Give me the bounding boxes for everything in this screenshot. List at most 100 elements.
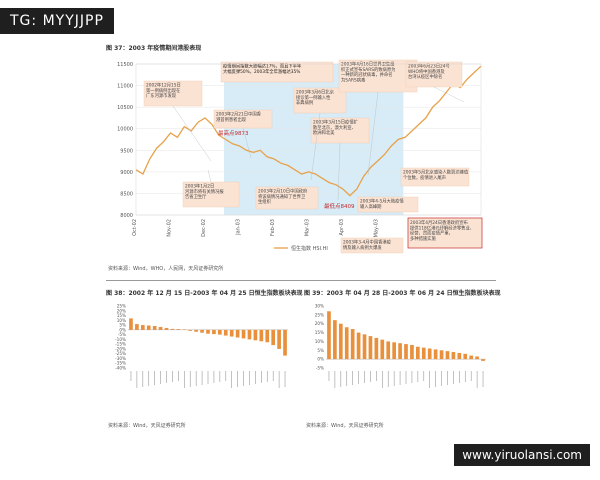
annotation-text: 2003年3月6日北京接诊第一例输入性非典病例: [296, 89, 335, 107]
y-tick-label: 5%: [317, 348, 324, 353]
y-tick-label: 5%: [119, 323, 126, 328]
y-tick-label: -40%: [115, 366, 126, 371]
annotation-text: 2003年5月北京感染人数到达峰值个位数，疫情进入尾声: [403, 169, 469, 181]
leader-line: [172, 105, 212, 162]
fig39-title: 图 39：2003 年 04 月 28 日-2003 年 06 月 24 日恒生…: [304, 290, 501, 297]
bar: [439, 350, 444, 360]
annotation-box: [357, 196, 419, 213]
fig39-source: 资料来源：Wind，天风证券研究所: [306, 423, 384, 429]
bar: [398, 343, 402, 360]
y-tick-label: 10%: [315, 339, 324, 344]
bar: [212, 329, 216, 335]
bar: [283, 329, 287, 356]
leader-line: [207, 169, 212, 183]
annotation-text: 2003年4-5月大陆疫情输入高峰期: [360, 198, 404, 210]
bar: [374, 337, 379, 360]
bar: [188, 329, 193, 331]
x-tick-label: Oct-02: [132, 219, 138, 236]
leader-line: [433, 86, 465, 103]
bar: [146, 325, 151, 330]
y-tick-label: 25%: [117, 304, 126, 309]
bar: [218, 329, 222, 335]
bar: [338, 323, 343, 360]
fig38-source: 资料来源：Wind，天风证券研究所: [108, 423, 186, 429]
annotation-text: 2003年6月23日24号 WHO将中国香港及台湾从疫区中除名: [408, 63, 450, 81]
bar: [164, 327, 169, 330]
annotation-box: [143, 80, 203, 107]
annotation-box: [340, 237, 404, 254]
annotation-text: 疫情期间指数大跌幅达17%，而且下半年大幅反弹50%，2003年全年涨幅达35%: [223, 63, 302, 75]
bar: [277, 329, 281, 349]
bar: [481, 359, 485, 361]
bar: [259, 329, 264, 342]
bar: [427, 348, 432, 360]
y-tick-label: 15%: [117, 313, 126, 318]
bar: [410, 344, 414, 360]
y-tick-label: -20%: [115, 346, 126, 351]
annotation-box-highlight: [407, 217, 483, 249]
bar: [235, 329, 240, 338]
bar: [380, 339, 385, 360]
bar: [327, 311, 331, 360]
x-tick-label: May-03: [374, 219, 380, 237]
bar: [362, 334, 367, 360]
bar: [223, 329, 228, 336]
bar: [333, 320, 337, 360]
bar: [445, 351, 450, 360]
bar: [206, 329, 210, 334]
y-tick-label: 30%: [315, 304, 324, 309]
y-tick-label: 0%: [119, 327, 126, 332]
bar: [241, 329, 246, 339]
leader-line: [337, 142, 341, 201]
bar: [265, 329, 270, 343]
y-tick-label: 10500: [117, 105, 133, 111]
bar: [416, 346, 420, 360]
y-tick-label: -5%: [118, 332, 126, 337]
plot-frame: [135, 63, 482, 216]
bar: [158, 326, 163, 330]
y-tick-label: 25%: [315, 312, 324, 317]
fig38-bar-chart: 25%20%15%10%5%0%-5%-10%-15%-20%-25%-30%-…: [115, 304, 288, 388]
watermark-bottom: www.yiruolansi.com: [454, 444, 590, 466]
bar: [247, 329, 252, 340]
y-tick-label: 0%: [317, 357, 324, 362]
divider: [106, 280, 496, 281]
annotation-text: 2003年4月24日香港政府宣布提供118亿港元纾解经济零售业、经营，然而疫情严…: [410, 219, 474, 242]
y-tick-label: -5%: [316, 366, 324, 371]
bar: [457, 352, 462, 360]
y-tick-label: -30%: [115, 356, 126, 361]
annotation-text: 2003年2月10日中国政府将该病情况通知了世界卫生组织: [258, 188, 308, 206]
bar: [386, 341, 391, 360]
bar: [463, 353, 468, 360]
y-tick-label: -15%: [115, 342, 126, 347]
x-tick-label: Dec-02: [201, 219, 207, 237]
y-tick-label: 11000: [117, 84, 133, 90]
bar: [229, 329, 234, 337]
x-tick-label: Apr-03: [339, 219, 345, 236]
bar: [194, 329, 198, 332]
bar: [200, 329, 204, 333]
bar: [451, 352, 456, 360]
leader-line: [310, 112, 321, 181]
y-tick-label: 20%: [315, 321, 324, 326]
annotation-box: [405, 61, 463, 88]
annotation-text: 2003年3月15日疫情扩散至北京，澳大利亚、欧洲和北美: [313, 119, 359, 137]
y-tick-label: 9000: [120, 170, 133, 176]
watermark-top: TG: MYYJJPP: [0, 8, 114, 34]
x-tick-label: Mar-03: [305, 219, 311, 236]
leader-line: [242, 127, 252, 159]
annotation-text: 2003年2月21日中国香港首例患者出现: [216, 111, 262, 123]
bar: [271, 329, 276, 346]
y-tick-label: 15%: [315, 330, 324, 335]
bar: [152, 326, 157, 330]
y-tick-label: 10000: [117, 127, 133, 133]
fig38-title: 图 38：2002 年 12 月 15 日-2003 年 04 月 25 日恒生…: [106, 290, 303, 297]
bar: [129, 318, 133, 330]
fig37-title: 图 37：2003 年疫情期间港股表现: [106, 45, 202, 52]
bar: [350, 329, 355, 360]
y-tick-label: -35%: [115, 361, 126, 366]
series-line-hsi: [135, 65, 482, 197]
fig37-source: 资料来源：Wind，WHO，人民网，天风证券研究所: [108, 266, 224, 272]
annotation-box: [293, 87, 347, 114]
bar: [421, 347, 426, 360]
